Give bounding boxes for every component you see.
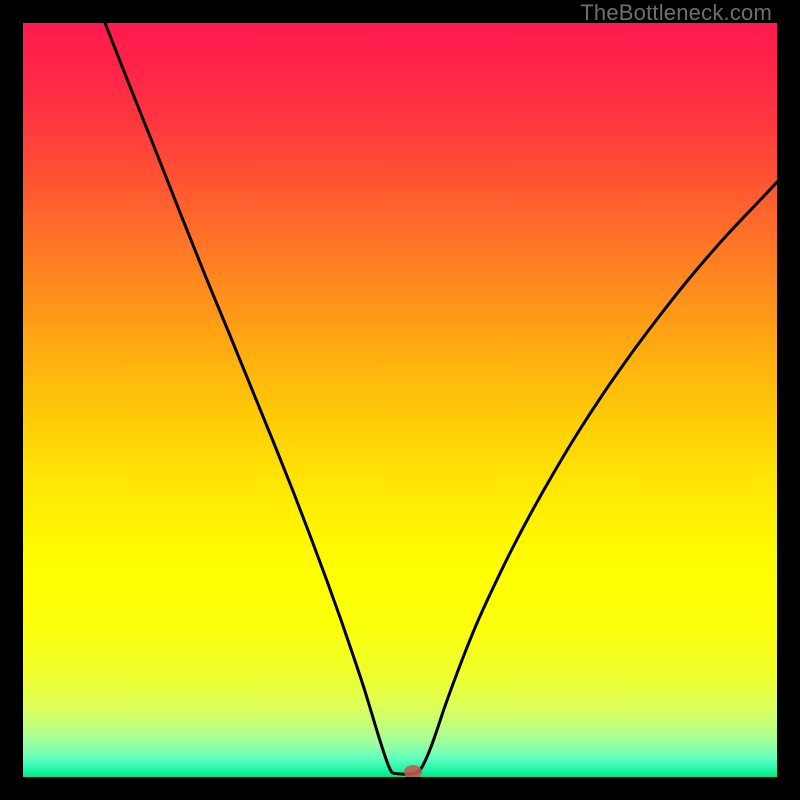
bottleneck-curve <box>105 23 777 774</box>
watermark-text: TheBottleneck.com <box>580 0 772 26</box>
chart-frame: TheBottleneck.com <box>0 0 800 800</box>
curve-layer <box>23 23 777 777</box>
plot-area <box>23 23 777 777</box>
optimum-marker <box>404 765 422 777</box>
